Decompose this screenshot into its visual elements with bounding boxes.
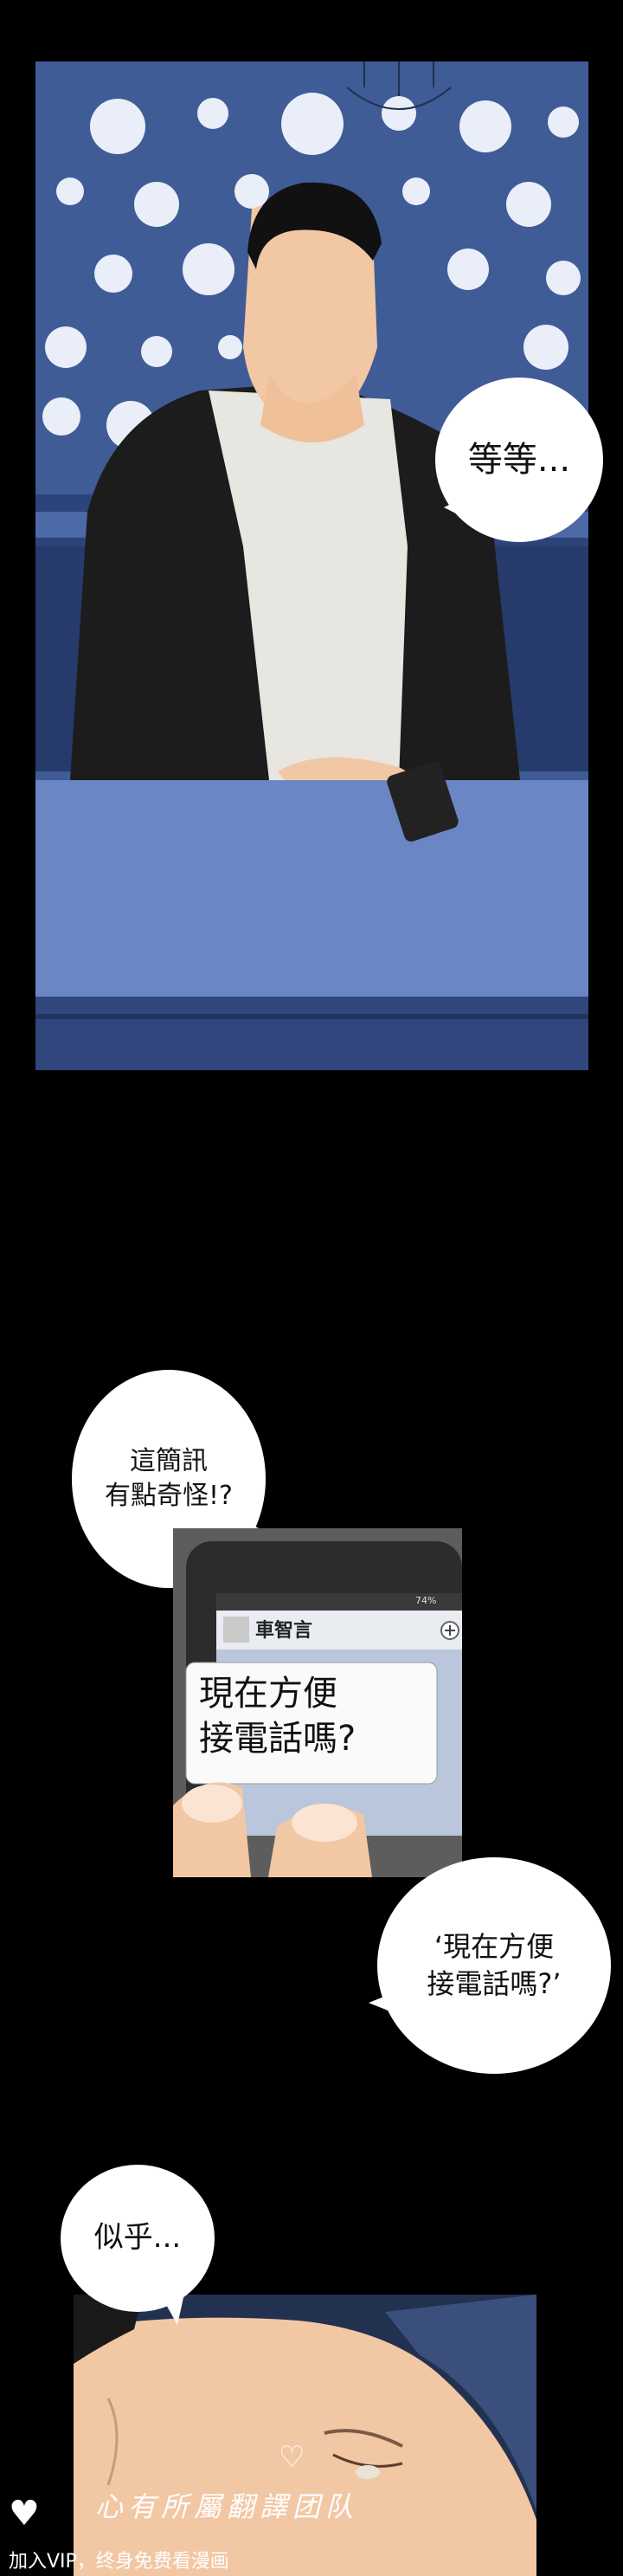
panel-phone-closeup: 車智言 74% 現在方便 接電話嗎?: [173, 1528, 462, 1877]
panel-man-at-table: [35, 61, 588, 1070]
speech-bubble-wait: 等等...: [435, 378, 603, 542]
phone-battery: 74%: [415, 1595, 437, 1606]
speech-bubble-wait-text: 等等...: [467, 440, 571, 480]
panel-face-closeup: [74, 2295, 536, 2576]
chandelier: [346, 61, 452, 110]
phone-closeup-art: [173, 1528, 462, 1877]
panel-man-at-table-art: [35, 61, 588, 1070]
phone-sender-name: 車智言: [255, 1620, 313, 1642]
watermark-heart-icon-small: ♡: [279, 2440, 305, 2475]
speech-bubble-quote-text: ‘現在方便 接電話嗎?’: [427, 1929, 562, 2000]
phone-message-text: 現在方便 接電話嗎?: [199, 1674, 356, 1759]
speech-bubble-seems: 似乎...: [61, 2165, 215, 2325]
phone-on-table: [387, 761, 459, 842]
watermark-promo: 加入VIP，终身免费看漫画: [9, 2551, 229, 2573]
face-closeup-art: [74, 2295, 536, 2576]
speech-bubble-strange-message-text: 這簡訊 有點奇怪!?: [105, 1445, 233, 1512]
watermark-group-name: 心有所屬翻譯团队: [95, 2490, 359, 2523]
watermark-heart-icon: ♥: [9, 2494, 40, 2534]
speech-bubble-quote: ‘現在方便 接電話嗎?’: [369, 1857, 611, 2074]
speech-bubble-seems-text: 似乎...: [93, 2220, 182, 2256]
man-figure: [70, 182, 520, 830]
